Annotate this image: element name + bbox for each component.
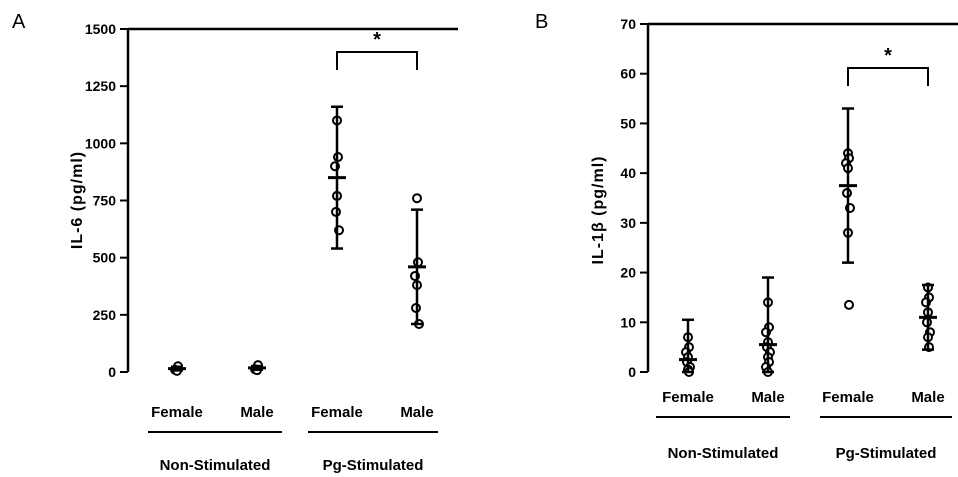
panel-b-y-ticks: 0 10 20 30 40 50 60 70 [620, 16, 648, 380]
category-label: Female [662, 389, 714, 406]
y-tick-label: 1500 [85, 21, 116, 37]
y-tick-label: 60 [620, 66, 636, 82]
y-tick-label: 30 [620, 215, 636, 231]
y-tick-label: 750 [93, 193, 117, 209]
y-tick-label: 20 [620, 265, 636, 281]
group-label: Pg-Stimulated [323, 457, 424, 474]
category-label: Female [151, 404, 203, 421]
category-label: Male [911, 389, 944, 406]
y-tick-label: 10 [620, 314, 636, 330]
panel-b-y-axis-label: IL-1β (pg/ml) [590, 156, 607, 265]
y-tick-label: 1000 [85, 135, 116, 151]
significance-star: * [884, 45, 892, 67]
y-tick-label: 70 [620, 16, 636, 32]
y-tick-label: 40 [620, 165, 636, 181]
significance-bracket [336, 51, 418, 70]
group-label: Pg-Stimulated [836, 445, 937, 462]
y-tick-label: 50 [620, 115, 636, 131]
panel-b-data-marks: * [679, 45, 937, 377]
data-point [412, 193, 422, 204]
category-label: Female [822, 389, 874, 406]
y-tick-label: 1250 [85, 78, 116, 94]
y-tick-label: 250 [93, 307, 117, 323]
y-tick-label: 500 [93, 250, 117, 266]
panel-a-y-ticks: 0 250 500 750 1000 1250 1500 [85, 21, 128, 380]
panel-a-data-marks: * [168, 29, 426, 376]
group-label: Non-Stimulated [668, 445, 779, 462]
group-label: Non-Stimulated [160, 457, 271, 474]
category-label: Female [311, 404, 363, 421]
category-label: Male [240, 404, 273, 421]
panel-a-y-axis-label: IL-6 (pg/ml) [69, 151, 86, 249]
category-label: Male [751, 389, 784, 406]
panel-a-category-labels: Female Male Female Male Non-Stimulated Pg-Sti… [148, 404, 438, 474]
significance-bracket [847, 67, 929, 86]
panel-b-letter: B [535, 11, 548, 33]
data-point [844, 299, 854, 310]
panel-a-letter: A [12, 11, 26, 33]
y-tick-label: 0 [108, 364, 116, 380]
significance-star: * [373, 29, 381, 51]
y-tick-label: 0 [628, 364, 636, 380]
panel-b: B IL-1β (pg/ml) 0 10 20 30 40 50 60 70 * Female… [535, 11, 958, 462]
panel-b-category-labels: Female Male Female Male Non-Stimulated Pg-Sti… [656, 389, 952, 462]
category-label: Male [400, 404, 433, 421]
